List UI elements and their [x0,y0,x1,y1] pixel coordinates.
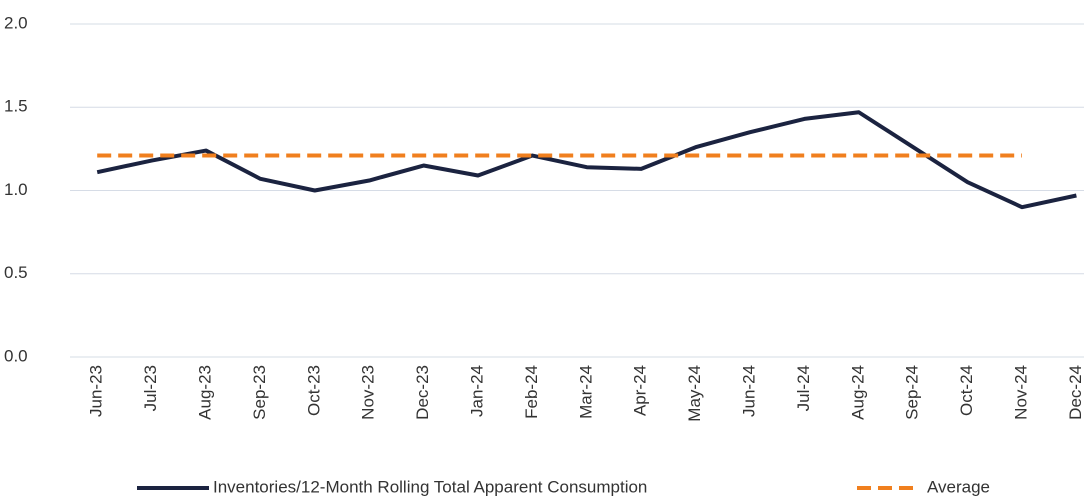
series-line [96,110,1077,210]
x-tick-label: Jan-24 [467,365,486,417]
legend-label: Average [927,477,990,496]
x-tick-label: Aug-24 [848,365,867,420]
y-tick-label: 0.0 [4,346,28,365]
x-tick-label: Apr-24 [631,365,650,416]
x-tick-label: Dec-23 [413,365,432,420]
x-tick-label: Feb-24 [522,365,541,419]
x-tick-label: Oct-23 [304,365,323,416]
y-tick-label: 2.0 [4,13,28,32]
x-tick-label: May-24 [685,365,704,422]
x-tick-label: Aug-23 [195,365,214,420]
legend-label: Inventories/12-Month Rolling Total Appar… [213,477,647,496]
x-tick-label: Jun-24 [739,365,758,417]
x-tick-label: Nov-23 [359,365,378,420]
x-tick-label: Jun-23 [87,365,106,417]
y-tick-label: 0.5 [4,263,28,282]
x-tick-label: Oct-24 [957,365,976,416]
x-tick-label: Jul-23 [141,365,160,411]
x-tick-label: Sep-24 [903,365,922,420]
x-tick-label: Sep-23 [250,365,269,420]
x-tick-label: Dec-24 [1066,365,1084,420]
x-tick-label: Jul-24 [794,365,813,411]
y-tick-label: 1.0 [4,180,28,199]
y-tick-label: 1.5 [4,97,28,116]
x-tick-label: Nov-24 [1011,365,1030,420]
x-tick-label: Mar-24 [576,365,595,419]
